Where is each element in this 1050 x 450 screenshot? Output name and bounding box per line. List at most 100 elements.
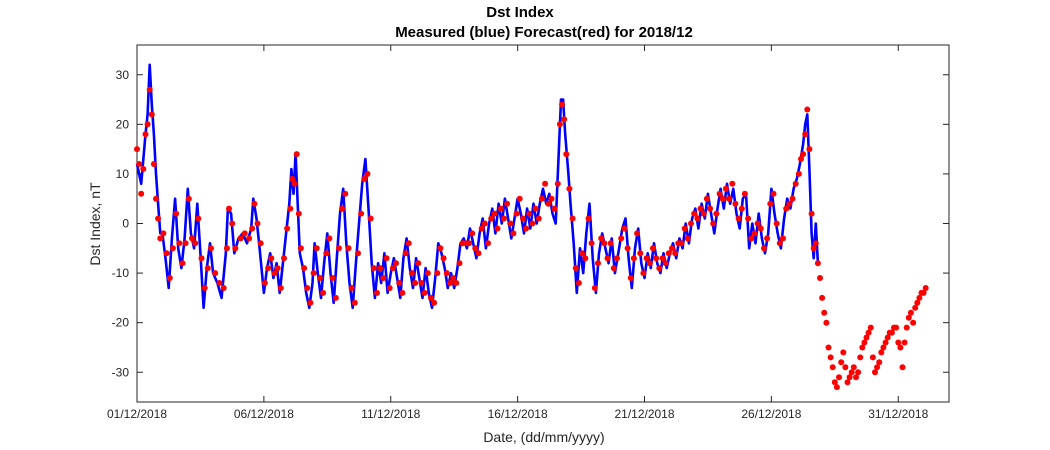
forecast-point: [155, 215, 162, 222]
forecast-point: [510, 230, 517, 237]
forecast-point: [776, 240, 783, 247]
forecast-point: [393, 260, 399, 267]
forecast-point: [246, 235, 253, 242]
x-tick-label: 21/12/2018: [614, 407, 674, 421]
forecast-point: [434, 270, 441, 277]
forecast-point: [823, 319, 830, 326]
forecast-point: [478, 225, 485, 232]
forecast-point: [237, 235, 244, 242]
forecast-point: [412, 280, 419, 286]
forecast-point: [831, 379, 838, 386]
forecast-point: [182, 240, 189, 247]
forecast-point: [563, 151, 570, 158]
forecast-point: [284, 225, 291, 232]
forecast-point: [289, 175, 296, 182]
forecast-point: [905, 314, 912, 321]
forecast-point: [754, 220, 761, 227]
forecast-point: [729, 180, 736, 187]
forecast-point: [229, 220, 236, 227]
forecast-point: [226, 205, 232, 212]
forecast-point: [838, 359, 845, 366]
forecast-point: [466, 240, 472, 247]
forecast-point: [545, 200, 552, 207]
forecast-point: [829, 364, 836, 371]
forecast-point: [408, 270, 415, 277]
forecast-point: [903, 324, 910, 331]
forecast-point: [443, 270, 450, 277]
forecast-point: [304, 285, 311, 291]
forecast-point: [377, 265, 384, 272]
forecast-point: [916, 294, 923, 301]
forecast-point: [922, 285, 929, 291]
forecast-point: [808, 210, 815, 217]
forecast-point: [874, 364, 881, 371]
forecast-point: [614, 255, 620, 262]
forecast-point: [610, 265, 617, 272]
forecast-point: [138, 190, 145, 197]
forecast-point: [367, 215, 374, 222]
forecast-point: [220, 285, 227, 291]
forecast-point: [348, 285, 355, 291]
forecast-point: [374, 289, 380, 296]
forecast-point: [684, 235, 691, 242]
forecast-point: [192, 240, 199, 247]
forecast-point: [865, 329, 872, 336]
forecast-point: [694, 215, 701, 222]
forecast-point: [716, 190, 723, 197]
forecast-point: [316, 275, 323, 281]
forecast-point: [153, 195, 159, 202]
forecast-point: [402, 250, 409, 257]
y-tick-label: 30: [116, 68, 130, 82]
forecast-point: [554, 180, 561, 187]
forecast-point: [621, 225, 628, 232]
forecast-point: [575, 280, 582, 286]
forecast-point: [878, 349, 885, 356]
forecast-point: [653, 255, 660, 262]
forecast-point: [912, 304, 919, 311]
forecast-point: [293, 151, 300, 158]
forecast-point: [640, 270, 647, 277]
forecast-point: [424, 270, 431, 277]
forecast-point: [232, 245, 239, 252]
forecast-point: [827, 354, 834, 361]
forecast-point: [846, 374, 853, 381]
forecast-point: [910, 319, 917, 326]
forecast-point: [880, 344, 887, 351]
forecast-point: [707, 205, 714, 212]
forecast-point: [598, 235, 605, 242]
forecast-point: [380, 275, 387, 281]
forecast-point: [601, 240, 608, 247]
forecast-point: [848, 369, 855, 376]
forecast-point: [604, 255, 611, 262]
forecast-point: [488, 215, 495, 222]
forecast-point: [665, 250, 672, 257]
forecast-point: [802, 131, 809, 138]
forecast-point: [548, 195, 555, 202]
forecast-point: [265, 265, 272, 272]
forecast-point: [134, 146, 140, 153]
forecast-point: [261, 280, 268, 286]
x-tick-label: 31/12/2018: [868, 407, 928, 421]
forecast-point: [582, 255, 589, 262]
forecast-point: [726, 195, 733, 202]
forecast-point: [268, 255, 275, 262]
forecast-point: [396, 280, 403, 286]
forecast-point: [507, 220, 514, 227]
forecast-point: [485, 240, 491, 247]
forecast-point: [241, 230, 248, 237]
forecast-point: [251, 200, 258, 207]
forecast-point: [630, 255, 637, 262]
forecast-point: [386, 285, 393, 291]
forecast-point: [882, 339, 889, 346]
forecast-point: [370, 265, 377, 272]
chart-subtitle: Measured (blue) Forecast(red) for 2018/1…: [395, 24, 693, 41]
forecast-point: [453, 280, 460, 286]
forecast-point: [637, 250, 644, 257]
forecast-point: [572, 265, 579, 272]
forecast-point: [897, 344, 904, 351]
forecast-point: [281, 255, 287, 262]
forecast-point: [719, 195, 726, 202]
forecast-point: [535, 215, 542, 222]
forecast-point: [313, 245, 320, 252]
forecast-point: [585, 215, 592, 222]
